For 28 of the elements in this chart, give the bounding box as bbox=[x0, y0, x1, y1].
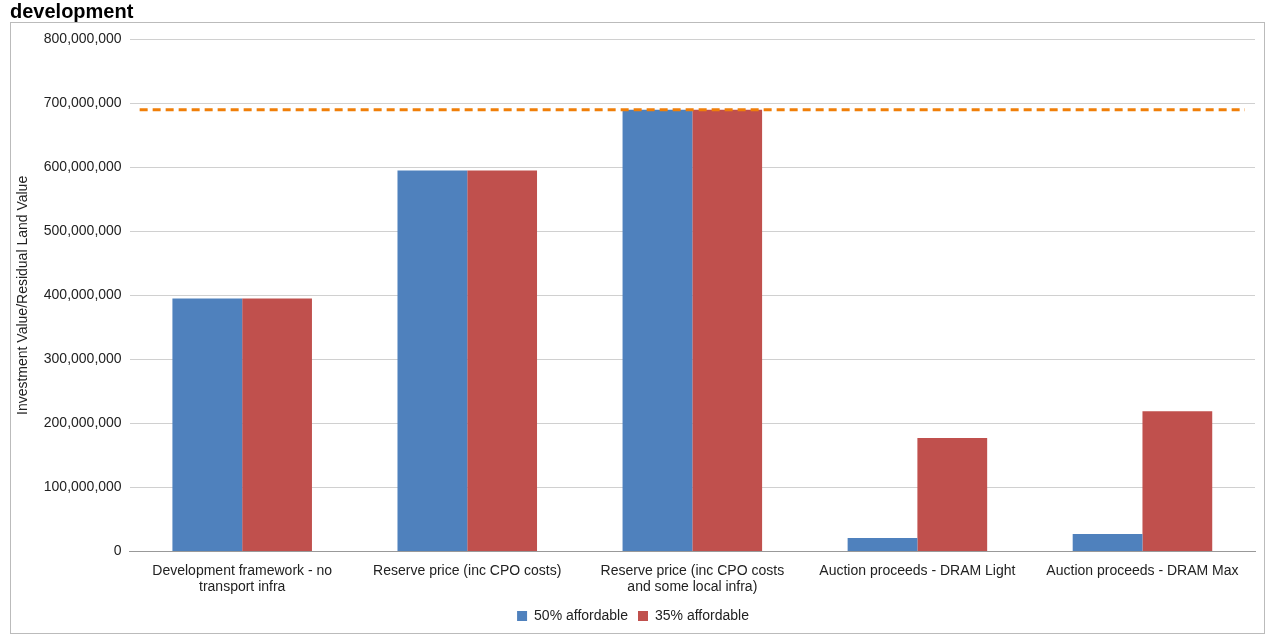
x-tick-label: Reserve price (inc CPO costs) bbox=[373, 561, 562, 578]
bar bbox=[622, 109, 693, 551]
bar bbox=[1072, 534, 1143, 551]
y-tick-label: 300,000,000 bbox=[43, 350, 122, 367]
bar bbox=[1142, 411, 1213, 551]
y-axis-title: Investment Value/Residual Land Value bbox=[14, 175, 31, 415]
y-tick-label: 500,000,000 bbox=[43, 222, 122, 239]
y-tick-label: 400,000,000 bbox=[43, 286, 122, 303]
bar bbox=[847, 537, 918, 551]
x-tick-label: Reserve price (inc CPO costs and some local infra) bbox=[600, 561, 785, 595]
y-tick-label: 600,000,000 bbox=[43, 158, 122, 175]
bar bbox=[242, 298, 312, 551]
bar bbox=[917, 438, 988, 551]
y-tick-label: 100,000,000 bbox=[43, 478, 122, 495]
y-tick-label: 0 bbox=[113, 542, 122, 559]
legend-label: 35% affordable bbox=[655, 606, 750, 623]
y-tick-label: 800,000,000 bbox=[43, 30, 122, 47]
y-tick-label: 700,000,000 bbox=[43, 94, 122, 111]
legend-label: 50% affordable bbox=[534, 606, 629, 623]
bar bbox=[397, 170, 468, 551]
bar bbox=[172, 298, 243, 551]
bar bbox=[467, 170, 538, 551]
x-tick-label: Auction proceeds - DRAM Max bbox=[1046, 561, 1239, 578]
y-tick-label: 200,000,000 bbox=[43, 414, 122, 431]
chart-title: development bbox=[10, 0, 134, 23]
x-tick-label: Development framework - no transport infra bbox=[152, 561, 333, 595]
bar bbox=[692, 109, 763, 551]
x-tick-label: Auction proceeds - DRAM Light bbox=[819, 561, 1016, 578]
